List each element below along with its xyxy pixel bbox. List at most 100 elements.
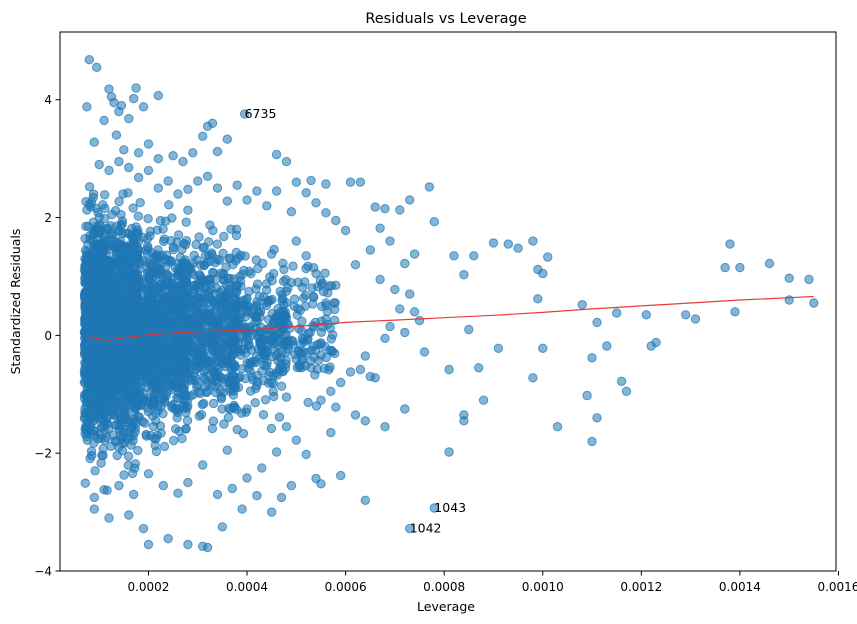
scatter-point — [257, 463, 267, 473]
scatter-point — [321, 298, 331, 308]
scatter-point — [198, 541, 208, 551]
scatter-point — [266, 423, 277, 434]
scatter-point — [114, 156, 124, 167]
scatter-point — [336, 377, 346, 388]
scatter-point — [268, 370, 279, 380]
scatter-point — [143, 165, 154, 176]
scatter-point — [111, 252, 121, 262]
scatter-point — [488, 238, 499, 248]
scatter-point — [242, 404, 252, 414]
scatter-point — [784, 273, 794, 283]
scatter-point — [80, 378, 90, 388]
scatter-point — [234, 310, 245, 320]
scatter-point — [88, 192, 98, 203]
scatter-point — [621, 386, 632, 396]
scatter-point — [429, 217, 439, 227]
scatter-point — [132, 345, 142, 355]
scatter-point — [321, 179, 331, 189]
scatter-point — [131, 353, 141, 364]
scatter-point — [299, 337, 309, 347]
scatter-point — [145, 350, 155, 360]
x-tick-label: 0.0010 — [522, 580, 564, 594]
scatter-point — [582, 390, 592, 401]
scatter-point — [311, 473, 321, 484]
scatter-point — [114, 328, 125, 338]
scatter-point — [135, 198, 145, 208]
scatter-point — [114, 196, 124, 207]
scatter-point — [119, 470, 129, 480]
scatter-point — [641, 310, 651, 320]
scatter-point — [150, 440, 160, 451]
y-tick-label: 2 — [44, 211, 52, 225]
scatter-point — [215, 338, 226, 348]
scatter-point — [380, 422, 390, 432]
scatter-point — [190, 301, 201, 312]
scatter-point — [252, 380, 262, 391]
scatter-point — [157, 257, 168, 268]
scatter-point — [212, 183, 223, 193]
scatter-point — [345, 177, 356, 187]
scatter-point — [268, 268, 279, 279]
scatter-point — [212, 239, 223, 249]
scatter-point — [385, 321, 395, 332]
x-axis-label: Leverage — [417, 599, 475, 614]
scatter-point — [242, 195, 252, 205]
scatter-point — [85, 421, 96, 431]
scatter-point — [198, 131, 208, 142]
scatter-point — [155, 372, 166, 382]
scatter-point — [87, 450, 97, 461]
scatter-point — [116, 209, 126, 220]
scatter-point — [117, 219, 127, 229]
scatter-point — [163, 533, 173, 544]
scatter-point — [261, 279, 272, 289]
scatter-point — [395, 304, 405, 314]
scatter-point — [190, 376, 200, 386]
scatter-point — [237, 364, 247, 374]
scatter-point — [123, 451, 134, 461]
scatter-point — [278, 258, 288, 268]
scatter-point — [252, 279, 263, 289]
y-tick-label: 4 — [44, 93, 52, 107]
scatter-point — [152, 310, 162, 320]
scatter-point — [90, 466, 100, 476]
scatter-point — [182, 415, 193, 426]
scatter-point — [172, 363, 182, 373]
scatter-point — [156, 278, 167, 289]
scatter-point — [286, 277, 296, 288]
scatter-point — [222, 445, 233, 455]
scatter-point — [100, 213, 110, 224]
scatter-point — [80, 233, 90, 244]
scatter-point — [153, 352, 164, 362]
scatter-point — [255, 338, 265, 348]
scatter-point — [319, 363, 330, 374]
scatter-point — [340, 225, 351, 236]
scatter-point — [577, 300, 587, 310]
scatter-point — [251, 312, 261, 322]
scatter-point — [82, 435, 93, 445]
scatter-point — [84, 347, 95, 357]
scatter-point — [132, 281, 142, 291]
scatter-point — [258, 410, 269, 420]
scatter-point — [291, 435, 301, 445]
scatter-point — [145, 226, 156, 237]
scatter-point — [106, 280, 116, 290]
scatter-point — [266, 336, 276, 346]
scatter-point — [111, 384, 121, 395]
scatter-point — [247, 356, 257, 367]
scatter-point — [99, 485, 109, 495]
scatter-point — [459, 416, 469, 426]
scatter-point — [100, 417, 110, 428]
scatter-point — [409, 307, 420, 317]
scatter-point — [263, 295, 273, 306]
scatter-point — [296, 348, 306, 358]
scatter-point — [260, 395, 271, 405]
scatter-point — [360, 351, 370, 361]
scatter-point — [405, 289, 415, 299]
scatter-point — [154, 287, 164, 297]
scatter-point — [143, 214, 153, 224]
scatter-point — [207, 379, 217, 390]
scatter-point — [110, 420, 121, 430]
scatter-point — [409, 249, 420, 259]
scatter-point — [538, 268, 548, 279]
scatter-point — [105, 324, 116, 334]
